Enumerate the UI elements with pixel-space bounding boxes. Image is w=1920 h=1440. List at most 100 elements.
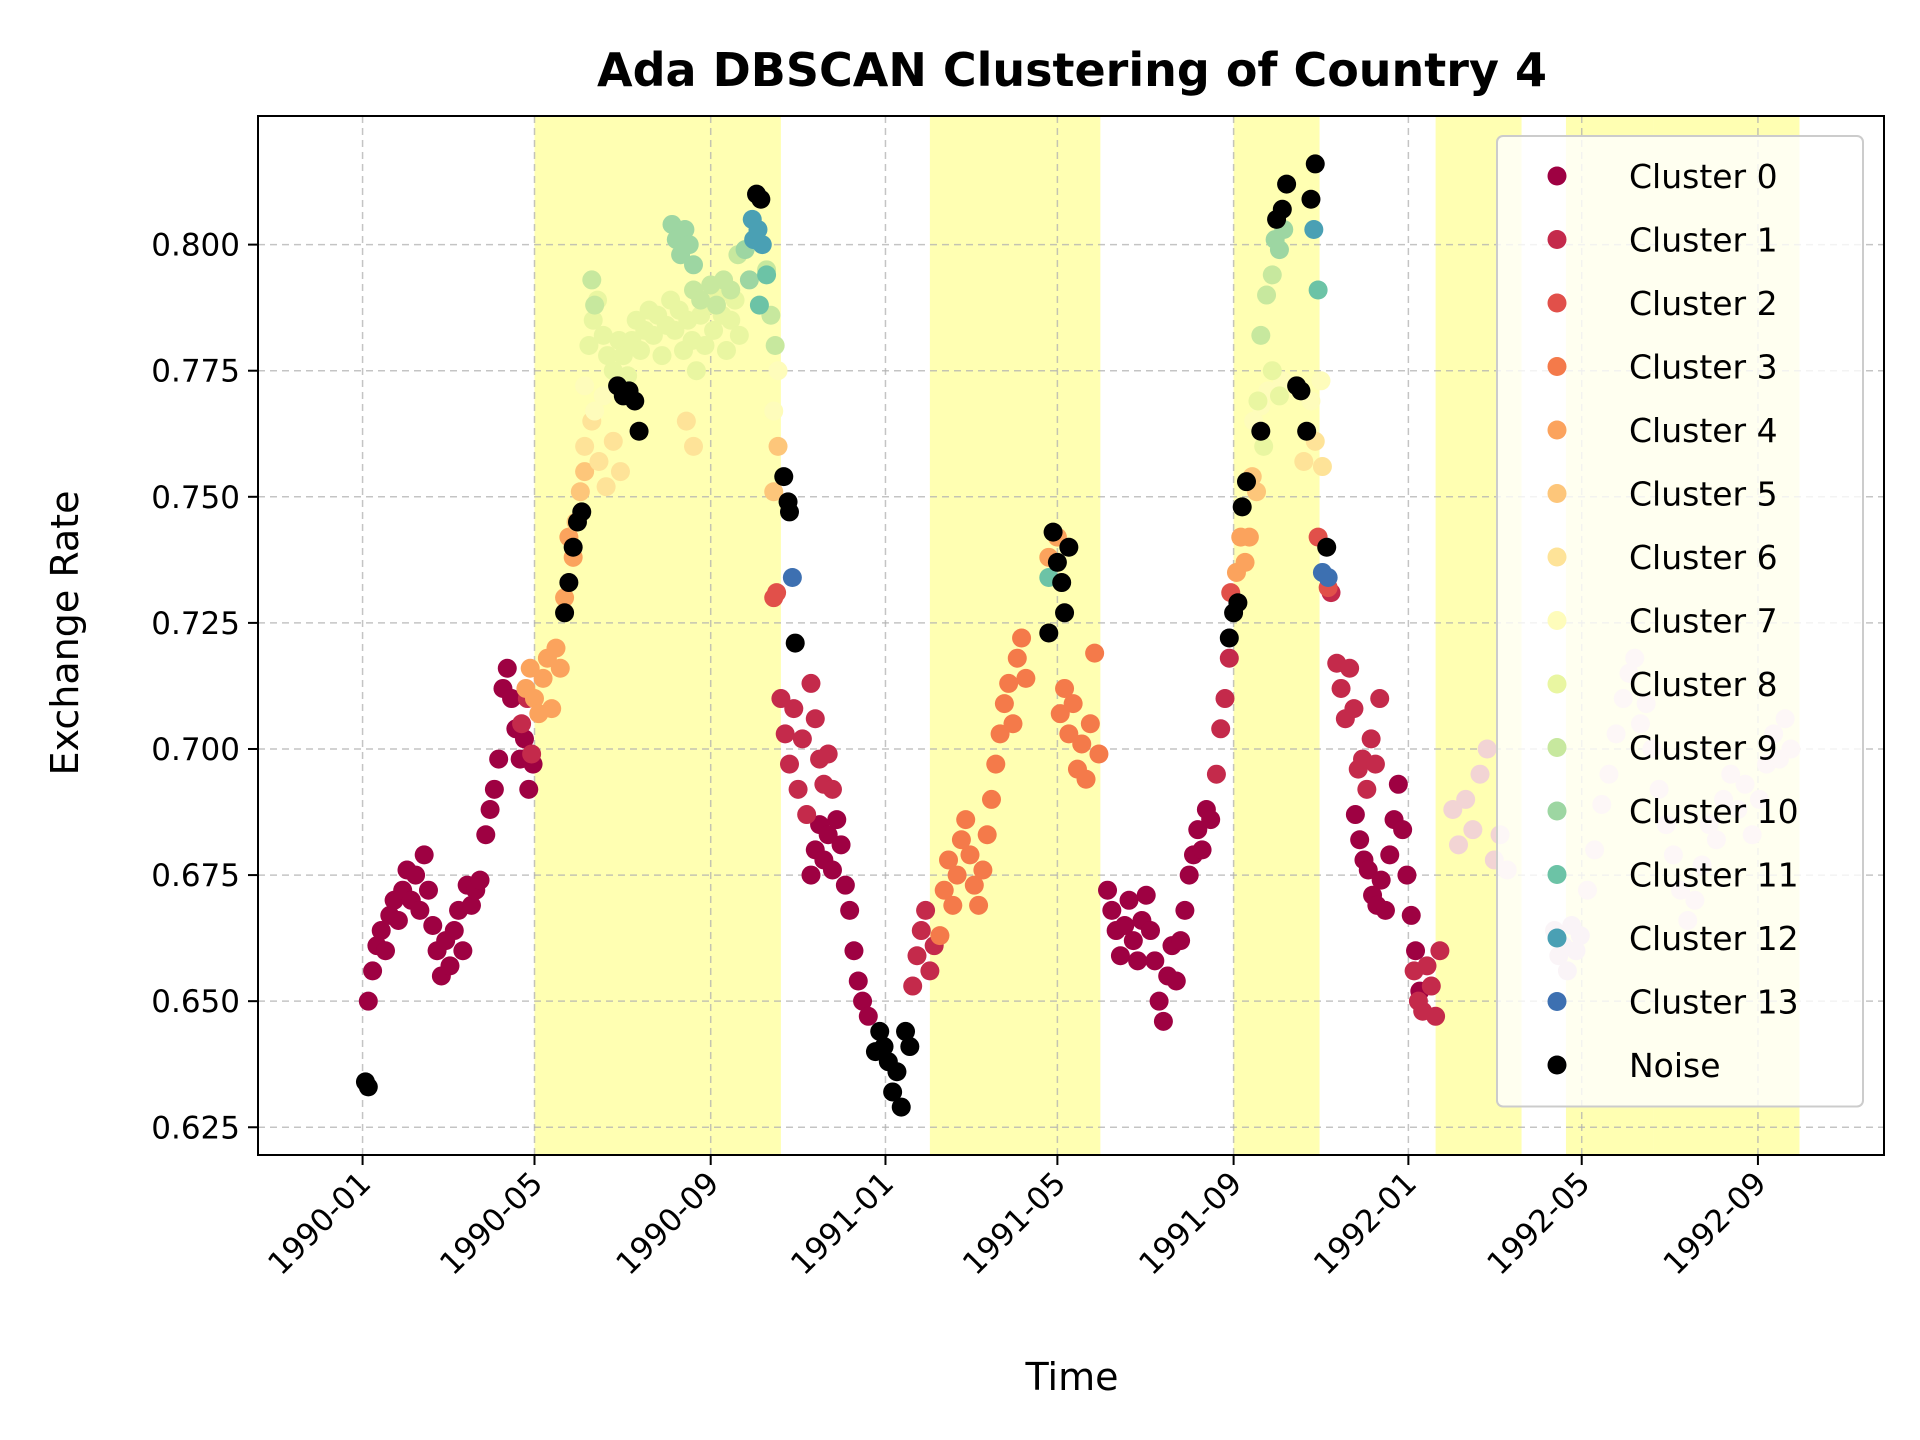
data-point — [470, 870, 490, 890]
data-point — [406, 865, 426, 885]
data-point — [951, 830, 971, 850]
data-point — [1375, 900, 1395, 920]
data-point — [775, 724, 795, 744]
data-point — [1012, 628, 1032, 648]
data-point — [453, 941, 473, 961]
data-point — [818, 744, 838, 764]
data-point — [779, 754, 799, 774]
data-point — [625, 391, 645, 411]
legend-label: Cluster 3 — [1629, 348, 1778, 387]
data-point — [764, 482, 784, 502]
y-tick-label: 0.650 — [151, 984, 240, 1020]
data-point — [444, 921, 464, 941]
data-point — [1365, 754, 1385, 774]
data-point — [1119, 890, 1139, 910]
data-point — [1301, 189, 1321, 209]
data-point — [1350, 830, 1370, 850]
data-point — [371, 921, 391, 941]
data-point — [801, 673, 821, 693]
data-point — [1251, 421, 1271, 441]
data-point — [1055, 678, 1075, 698]
data-point — [764, 401, 784, 421]
data-point — [1277, 174, 1297, 194]
legend-marker — [1547, 484, 1567, 503]
legend-marker — [1547, 420, 1567, 440]
legend-marker — [1547, 801, 1567, 821]
data-point — [572, 502, 592, 522]
data-point — [911, 921, 931, 941]
x-tick-label: 1991-05 — [956, 1165, 1073, 1282]
data-point — [818, 825, 838, 845]
data-point — [695, 335, 715, 355]
data-point — [1251, 325, 1271, 345]
data-point — [779, 502, 799, 522]
x-tick-label: 1990-05 — [433, 1165, 550, 1282]
data-point — [1430, 941, 1450, 961]
data-point — [1262, 361, 1282, 381]
legend-label: Cluster 4 — [1629, 411, 1778, 450]
legend-marker — [1547, 293, 1567, 313]
highlight-band-2 — [1233, 116, 1320, 1155]
data-point — [742, 209, 762, 229]
data-point — [1085, 643, 1105, 663]
data-point — [1175, 900, 1195, 920]
data-point — [896, 1021, 916, 1041]
data-point — [1269, 240, 1289, 260]
data-point — [900, 1037, 920, 1057]
y-tick-label: 0.675 — [151, 858, 240, 894]
data-point — [1371, 870, 1391, 890]
faint-data-point — [1449, 835, 1469, 855]
data-point — [522, 744, 542, 764]
data-point — [1098, 880, 1118, 900]
data-point — [679, 235, 699, 255]
data-point — [704, 320, 724, 340]
data-point — [559, 573, 579, 593]
data-point — [684, 255, 704, 275]
legend-label: Cluster 13 — [1629, 983, 1799, 1022]
data-point — [1039, 623, 1059, 643]
data-point — [629, 421, 649, 441]
data-point — [716, 341, 736, 361]
data-point — [1254, 436, 1274, 456]
legend-label: Cluster 6 — [1629, 538, 1778, 577]
faint-data-point — [1477, 739, 1497, 759]
data-point — [1059, 537, 1079, 557]
data-point — [1291, 381, 1311, 401]
data-point — [1361, 729, 1381, 749]
data-point — [665, 320, 685, 340]
data-point — [1219, 648, 1239, 668]
data-point — [675, 219, 695, 239]
data-point — [1257, 285, 1277, 305]
data-point — [887, 1062, 907, 1082]
data-point — [1003, 714, 1023, 734]
data-point — [1219, 628, 1239, 648]
data-point — [613, 346, 633, 366]
data-point — [1312, 457, 1332, 477]
data-point — [916, 900, 936, 920]
data-point — [835, 875, 855, 895]
data-point — [676, 411, 696, 431]
data-point — [1239, 527, 1259, 547]
data-point — [524, 689, 544, 709]
data-point — [1370, 689, 1390, 709]
data-point — [785, 633, 805, 653]
data-point — [853, 991, 873, 1011]
data-point — [358, 991, 378, 1011]
legend-label: Cluster 10 — [1629, 792, 1799, 831]
data-point — [1179, 865, 1199, 885]
data-point — [1050, 704, 1070, 724]
data-point — [519, 779, 539, 799]
data-point — [883, 1082, 903, 1102]
data-point — [739, 270, 759, 290]
data-point — [1236, 472, 1256, 492]
legend-label: Cluster 7 — [1629, 602, 1778, 641]
data-point — [822, 779, 842, 799]
data-point — [512, 714, 532, 734]
data-point — [1262, 265, 1282, 285]
data-point — [1269, 386, 1289, 406]
legend-marker — [1547, 166, 1567, 186]
data-point — [1388, 774, 1408, 794]
faint-data-point — [1456, 789, 1476, 809]
legend-marker — [1547, 547, 1567, 567]
data-point — [575, 462, 595, 482]
